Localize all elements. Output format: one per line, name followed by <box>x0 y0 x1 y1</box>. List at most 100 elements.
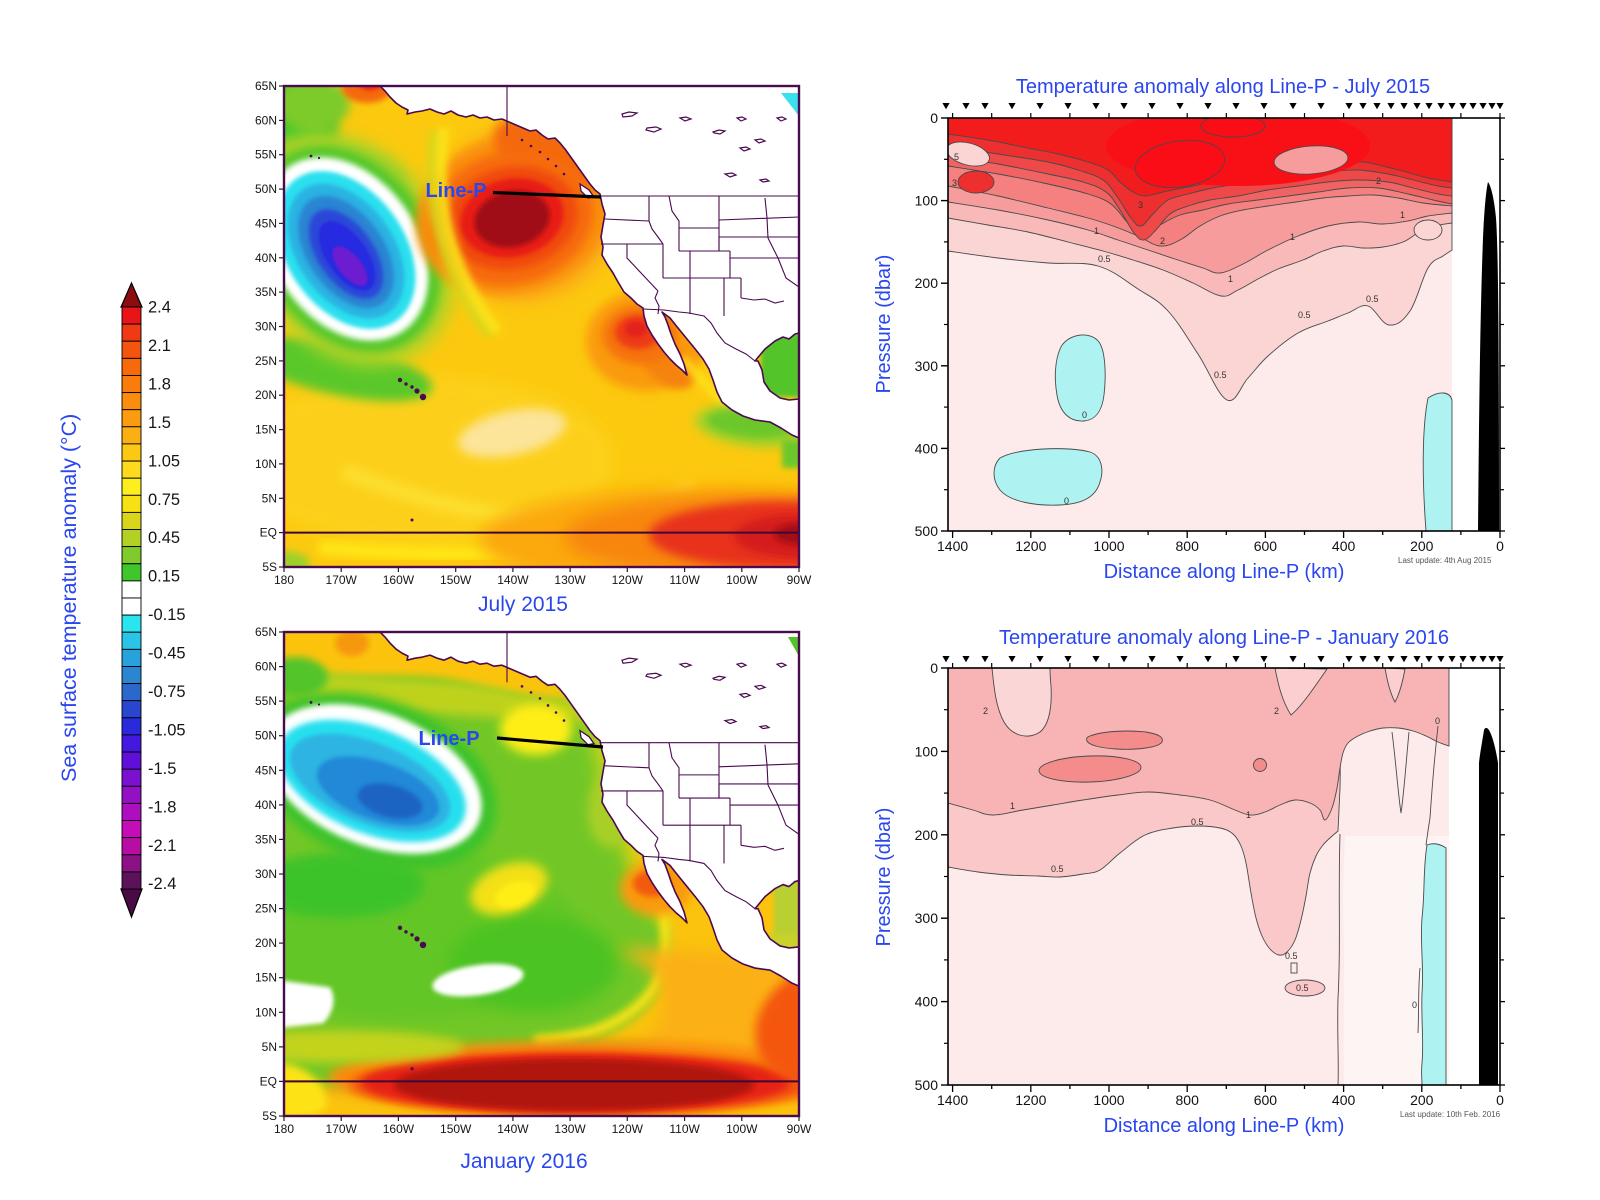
svg-text:Pressure (dbar): Pressure (dbar) <box>873 255 895 394</box>
svg-text:0: 0 <box>1082 410 1087 420</box>
svg-text:Distance along Line-P (km): Distance along Line-P (km) <box>1104 1115 1345 1137</box>
svg-text:10N: 10N <box>255 1005 277 1019</box>
svg-text:5: 5 <box>954 152 959 162</box>
svg-text:90W: 90W <box>787 573 812 587</box>
svg-text:110W: 110W <box>669 573 700 587</box>
svg-text:500: 500 <box>915 523 939 539</box>
svg-text:10N: 10N <box>255 457 277 471</box>
svg-text:EQ: EQ <box>260 1074 277 1088</box>
svg-text:1200: 1200 <box>1015 1092 1046 1108</box>
svg-text:60N: 60N <box>255 113 277 127</box>
svg-text:1: 1 <box>1010 801 1015 811</box>
svg-text:50N: 50N <box>255 182 277 196</box>
svg-text:0: 0 <box>1435 716 1440 726</box>
svg-text:400: 400 <box>915 440 939 456</box>
svg-text:170W: 170W <box>326 1122 358 1136</box>
svg-text:400: 400 <box>1332 538 1356 554</box>
svg-text:0: 0 <box>1064 496 1069 506</box>
svg-text:30N: 30N <box>255 320 277 334</box>
svg-text:20N: 20N <box>255 936 277 950</box>
svg-text:0: 0 <box>930 660 938 676</box>
svg-text:1.8: 1.8 <box>148 375 171 393</box>
svg-text:0.5: 0.5 <box>1296 983 1309 993</box>
svg-text:Temperature anomaly along Line: Temperature anomaly along Line-P - July … <box>1016 76 1430 98</box>
svg-text:0.5: 0.5 <box>1285 951 1298 961</box>
svg-text:30N: 30N <box>255 867 277 881</box>
svg-text:400: 400 <box>1332 1092 1356 1108</box>
svg-text:Line-P: Line-P <box>425 180 486 202</box>
svg-text:0.5: 0.5 <box>1214 370 1227 380</box>
svg-text:150W: 150W <box>440 573 472 587</box>
svg-text:60N: 60N <box>255 660 277 674</box>
svg-text:160W: 160W <box>383 573 415 587</box>
svg-text:2: 2 <box>1274 706 1279 716</box>
svg-text:0: 0 <box>930 110 938 126</box>
svg-text:200: 200 <box>1410 538 1434 554</box>
svg-text:140W: 140W <box>497 573 529 587</box>
svg-text:100W: 100W <box>726 573 758 587</box>
svg-text:Line-P: Line-P <box>418 728 479 750</box>
svg-text:Last update: 10th Feb. 2016: Last update: 10th Feb. 2016 <box>1400 1110 1501 1119</box>
svg-text:55N: 55N <box>255 148 277 162</box>
svg-text:3: 3 <box>1138 200 1143 210</box>
svg-text:25N: 25N <box>255 902 277 916</box>
svg-text:Distance along Line-P (km): Distance along Line-P (km) <box>1104 561 1345 583</box>
svg-text:2: 2 <box>1376 176 1381 186</box>
svg-text:2: 2 <box>983 706 988 716</box>
svg-text:110W: 110W <box>669 1122 700 1136</box>
svg-text:3: 3 <box>952 178 957 188</box>
svg-text:0.15: 0.15 <box>148 568 180 586</box>
svg-text:5N: 5N <box>262 491 277 505</box>
svg-text:0: 0 <box>1412 1000 1417 1010</box>
svg-text:5N: 5N <box>262 1040 277 1054</box>
svg-text:0.5: 0.5 <box>1098 254 1111 264</box>
svg-text:-1.05: -1.05 <box>148 722 186 740</box>
svg-text:160W: 160W <box>383 1122 415 1136</box>
svg-text:600: 600 <box>1254 538 1278 554</box>
svg-text:1: 1 <box>1290 232 1295 242</box>
svg-text:1200: 1200 <box>1015 538 1046 554</box>
svg-text:Pressure (dbar): Pressure (dbar) <box>873 808 895 947</box>
svg-text:40N: 40N <box>255 798 277 812</box>
svg-text:-1.5: -1.5 <box>148 760 176 778</box>
svg-text:200: 200 <box>915 275 939 291</box>
svg-text:1000: 1000 <box>1093 538 1124 554</box>
svg-text:1: 1 <box>1228 274 1233 284</box>
svg-text:0.45: 0.45 <box>148 529 180 547</box>
svg-text:40N: 40N <box>255 251 277 265</box>
svg-text:1: 1 <box>1094 226 1099 236</box>
svg-text:1: 1 <box>1246 810 1251 820</box>
svg-text:150W: 150W <box>440 1122 472 1136</box>
svg-text:0: 0 <box>1496 1092 1504 1108</box>
svg-text:65N: 65N <box>255 79 277 93</box>
svg-text:180: 180 <box>274 573 294 587</box>
svg-text:2: 2 <box>1160 236 1165 246</box>
svg-text:25N: 25N <box>255 354 277 368</box>
svg-text:170W: 170W <box>326 573 358 587</box>
svg-text:1000: 1000 <box>1093 1092 1124 1108</box>
svg-text:180: 180 <box>274 1122 294 1136</box>
svg-text:55N: 55N <box>255 694 277 708</box>
svg-text:120W: 120W <box>612 1122 644 1136</box>
svg-text:-2.4: -2.4 <box>148 875 176 893</box>
svg-text:300: 300 <box>915 358 939 374</box>
svg-text:1400: 1400 <box>937 538 968 554</box>
svg-text:15N: 15N <box>255 423 277 437</box>
svg-text:100: 100 <box>915 193 939 209</box>
svg-text:0.5: 0.5 <box>1051 864 1064 874</box>
svg-text:0.75: 0.75 <box>148 491 180 509</box>
svg-text:35N: 35N <box>255 285 277 299</box>
svg-text:50N: 50N <box>255 729 277 743</box>
svg-text:1: 1 <box>1400 210 1405 220</box>
svg-text:130W: 130W <box>554 1122 586 1136</box>
svg-text:90W: 90W <box>787 1122 812 1136</box>
svg-text:July 2015: July 2015 <box>478 593 568 616</box>
svg-text:1.5: 1.5 <box>148 414 171 432</box>
svg-text:120W: 120W <box>612 573 644 587</box>
svg-text:-0.15: -0.15 <box>148 606 186 624</box>
svg-text:Last update: 4th Aug 2015: Last update: 4th Aug 2015 <box>1398 556 1492 565</box>
svg-text:-0.45: -0.45 <box>148 645 186 663</box>
svg-text:600: 600 <box>1254 1092 1278 1108</box>
svg-text:1.05: 1.05 <box>148 452 180 470</box>
svg-text:800: 800 <box>1176 1092 1200 1108</box>
